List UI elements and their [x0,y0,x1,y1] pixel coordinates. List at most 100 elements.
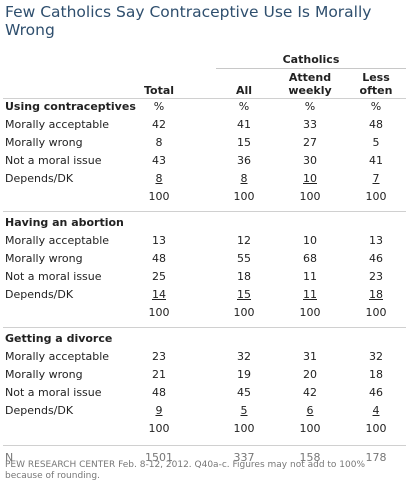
total-row: 100 100 100 100 [0,419,409,438]
section-heading-row: Using contraceptives%%%% [0,97,409,116]
table-cell: 7 [372,172,380,185]
catholics-header-rule [216,68,406,69]
row-label: Morally wrong [5,368,83,381]
table-cell: 8 [155,136,163,149]
table-cell: 13 [152,234,166,247]
table-cell: 100 [299,190,321,203]
table-cell: 41 [369,154,383,167]
table-cell: 32 [369,350,383,363]
table-cell: 100 [299,422,321,435]
table-row: Morally acceptable 23 32 31 32 [0,347,409,366]
table-cell: 11 [303,270,317,283]
table-cell: 13 [369,234,383,247]
table-cell: 27 [303,136,317,149]
section-divider [3,327,406,328]
table-cell: 100 [365,306,387,319]
table-cell: % [370,100,382,113]
row-label: N [5,451,14,464]
row-label: Morally acceptable [5,118,110,131]
table-row: Depends/DK 14 15 11 18 [0,285,409,304]
row-label: Morally acceptable [5,350,110,363]
table-cell: 178 [365,451,387,464]
table-cell: 23 [369,270,383,283]
row-label: Not a moral issue [5,386,102,399]
table-cell: 8 [155,172,163,185]
table-cell: 100 [148,190,170,203]
table-row: Not a moral issue 43 36 30 41 [0,151,409,170]
row-label: Depends/DK [5,404,74,417]
table-cell: 15 [237,136,251,149]
table-cell: 42 [303,386,317,399]
table-cell: 9 [155,404,163,417]
section-heading-row: Getting a divorce [0,329,409,348]
table-row: Depends/DK 9 5 6 4 [0,401,409,420]
table-cell: 158 [299,451,321,464]
catholics-group-header: Catholics [282,53,340,66]
column-header-less-often: Less often [359,71,393,97]
table-cell: 19 [237,368,251,381]
section-heading: Having an abortion [5,216,124,229]
row-label: Morally wrong [5,136,83,149]
table-cell: 68 [303,252,317,265]
table-cell: 33 [303,118,317,131]
table-cell: 45 [237,386,251,399]
table-cell: 11 [303,288,317,301]
table-cell: 30 [303,154,317,167]
section-heading: Getting a divorce [5,332,113,345]
table-row: Morally wrong 21 19 20 18 [0,365,409,384]
table-cell: 5 [240,404,248,417]
table-cell: 20 [303,368,317,381]
total-row: 100 100 100 100 [0,187,409,206]
table-cell: 46 [369,252,383,265]
table-cell: 18 [237,270,251,283]
table-cell: 48 [369,118,383,131]
table-cell: 100 [148,306,170,319]
row-label: Morally wrong [5,252,83,265]
table-cell: 18 [369,368,383,381]
table-cell: 100 [233,306,255,319]
table-cell: % [304,100,316,113]
table-row: Morally acceptable 42 41 33 48 [0,115,409,134]
table-cell: 4 [372,404,380,417]
table-cell: 337 [233,451,255,464]
total-row: 100 100 100 100 [0,303,409,322]
table-cell: 42 [152,118,166,131]
row-label: Depends/DK [5,288,74,301]
row-label: Depends/DK [5,172,74,185]
table-cell: 43 [152,154,166,167]
table-cell: 36 [237,154,251,167]
table-cell: 1501 [145,451,173,464]
table-cell: 48 [152,252,166,265]
table-cell: 14 [152,288,166,301]
table-cell: 100 [299,306,321,319]
table-cell: 18 [369,288,383,301]
table-row: Not a moral issue 48 45 42 46 [0,383,409,402]
row-label: Morally acceptable [5,234,110,247]
table-cell: 6 [306,404,314,417]
table-row: Morally wrong 8 15 27 5 [0,133,409,152]
table-cell: 21 [152,368,166,381]
row-label: Not a moral issue [5,154,102,167]
table-cell: 8 [240,172,248,185]
table-row: Morally wrong 48 55 68 46 [0,249,409,268]
section-heading-row: Having an abortion [0,213,409,232]
table-cell: 55 [237,252,251,265]
table-cell: 12 [237,234,251,247]
table-cell: 41 [237,118,251,131]
table-cell: % [238,100,250,113]
table-cell: 100 [233,422,255,435]
table-cell: 100 [148,422,170,435]
section-divider [3,445,406,446]
table-row: Depends/DK 8 8 10 7 [0,169,409,188]
table-cell: 48 [152,386,166,399]
row-label: Not a moral issue [5,270,102,283]
sample-size-row: N 1501 337 158 178 [0,448,409,467]
table-cell: 32 [237,350,251,363]
section-heading: Using contraceptives [5,100,136,113]
table-cell: 46 [369,386,383,399]
table-row: Morally acceptable 13 12 10 13 [0,231,409,250]
table-cell: % [153,100,165,113]
table-cell: 23 [152,350,166,363]
source-footnote: PEW RESEARCH CENTER Feb. 8-12, 2012. Q40… [5,460,366,481]
table-cell: 100 [233,190,255,203]
